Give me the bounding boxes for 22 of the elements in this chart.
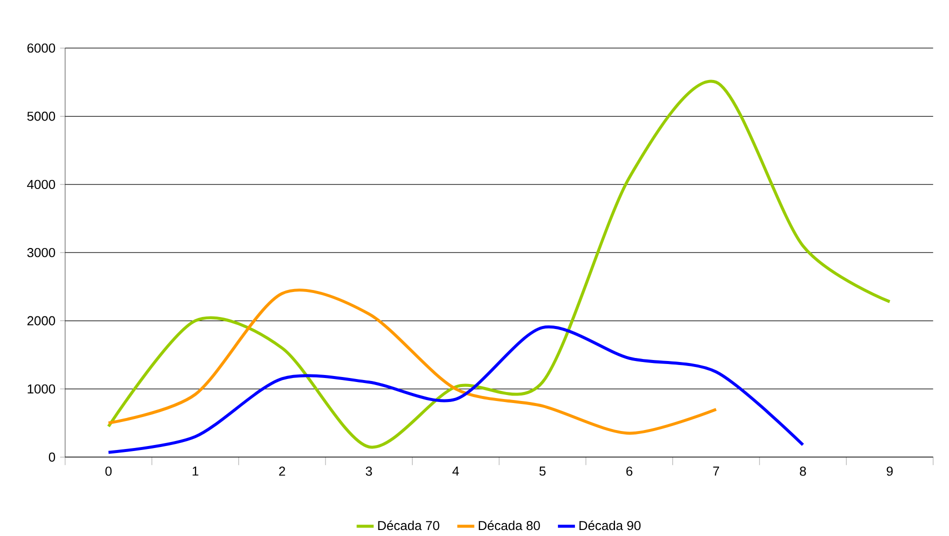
x-tick-label: 3 xyxy=(366,466,372,476)
legend-label: Década 80 xyxy=(478,520,540,530)
y-tick-label: 3000 xyxy=(27,248,56,258)
y-tick-label: 4000 xyxy=(27,180,56,190)
x-tick-label: 4 xyxy=(452,466,459,476)
y-tick-label: 2000 xyxy=(27,316,56,326)
legend-label: Década 90 xyxy=(579,520,641,530)
y-tick-label: 6000 xyxy=(27,44,56,53)
x-tick-label: 1 xyxy=(192,466,198,476)
x-tick-label: 7 xyxy=(713,466,720,476)
y-tick-label: 1000 xyxy=(28,384,56,394)
x-tick-label: 6 xyxy=(626,466,632,476)
line-series xyxy=(107,326,804,454)
x-tick-label: 8 xyxy=(800,466,806,476)
x-tick-label: 0 xyxy=(105,466,112,476)
x-tick-label: 2 xyxy=(279,466,286,476)
y-tick-label: 0 xyxy=(48,452,56,462)
x-tick-label: 9 xyxy=(886,466,893,476)
legend-label: Década 70 xyxy=(378,520,440,530)
line-series xyxy=(107,80,892,448)
x-tick-label: 5 xyxy=(539,466,546,476)
y-tick-label: 5000 xyxy=(27,112,56,121)
